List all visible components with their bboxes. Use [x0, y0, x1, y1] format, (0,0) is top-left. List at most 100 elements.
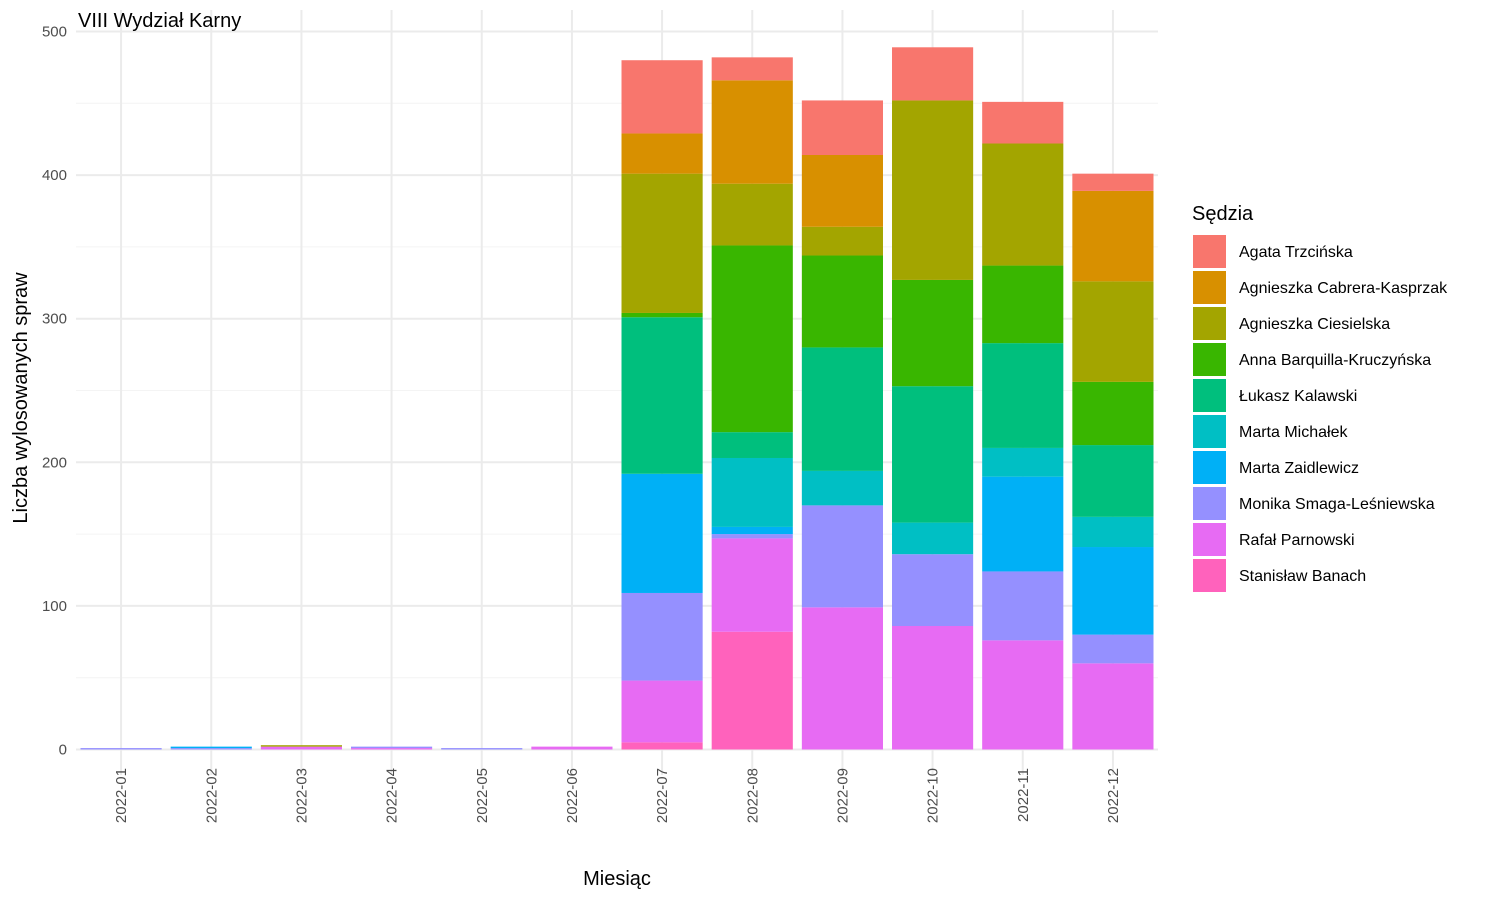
y-tick-label: 200 [42, 454, 67, 471]
x-tick-label: 2022-09 [834, 768, 851, 823]
legend-label: Rafał Parnowski [1239, 532, 1355, 549]
bar-segment [80, 748, 162, 750]
bar-segment [982, 265, 1064, 344]
bar-segment [621, 60, 703, 134]
legend-swatch [1193, 487, 1226, 520]
bar-segment [711, 526, 793, 535]
bar-segment [621, 473, 703, 593]
bar-segment [892, 100, 974, 280]
bar-segment [982, 640, 1064, 750]
y-tick-label: 300 [42, 311, 67, 328]
bar-segment [892, 554, 974, 627]
bar-segment [531, 746, 613, 750]
bars [80, 47, 1154, 750]
legend-swatch [1193, 415, 1226, 448]
bar-segment [260, 745, 342, 747]
bar-segment [170, 748, 252, 750]
bar-segment [711, 57, 793, 81]
legend-item: Marta Michałek [1193, 415, 1348, 448]
bar-segment [351, 746, 433, 749]
x-tick-label: 2022-06 [564, 768, 581, 823]
bar-segment [982, 101, 1064, 144]
y-tick-label: 100 [42, 598, 67, 615]
legend-item: Łukasz Kalawski [1193, 379, 1357, 412]
bar-segment [982, 571, 1064, 641]
bar-segment [892, 522, 974, 555]
legend-swatch [1193, 523, 1226, 556]
bar-segment [621, 173, 703, 313]
bar-segment [260, 746, 342, 750]
legend-item: Marta Zaidlewicz [1193, 451, 1359, 484]
bar-segment [351, 748, 433, 750]
bar-segment [711, 80, 793, 184]
bar-segment [1072, 634, 1154, 664]
bar-segment [1072, 173, 1154, 191]
y-axis-ticks: 0 100 200 300 400 500 [42, 24, 67, 759]
legend-title: Sędzia [1192, 203, 1254, 225]
bar-segment [1072, 381, 1154, 446]
bar-segment [1072, 547, 1154, 635]
bar-segment [621, 592, 703, 681]
bar-segment [892, 47, 974, 101]
y-axis-title: Liczba wylosowanych spraw [10, 272, 32, 524]
legend-label: Stanisław Banach [1239, 568, 1366, 585]
x-tick-label: 2022-10 [925, 768, 942, 823]
bar-segment [801, 607, 883, 750]
bar-segment [982, 476, 1064, 572]
legend-swatch [1193, 307, 1226, 340]
legend-swatch [1193, 559, 1226, 592]
legend-item: Agnieszka Ciesielska [1193, 307, 1390, 340]
bar-segment [170, 746, 252, 749]
bar-segment [711, 534, 793, 539]
legend-label: Agnieszka Cabrera-Kasprzak [1239, 280, 1448, 297]
bar-segment [711, 245, 793, 433]
bar-segment [711, 183, 793, 246]
legend-label: Agnieszka Ciesielska [1239, 316, 1390, 333]
x-tick-label: 2022-12 [1105, 768, 1122, 823]
bar-segment [801, 154, 883, 227]
bar-segment [621, 680, 703, 743]
x-tick-label: 2022-11 [1015, 768, 1032, 822]
bar-segment [1072, 281, 1154, 382]
bar-segment [621, 133, 703, 174]
y-tick-label: 500 [42, 24, 67, 41]
bar-segment [441, 748, 523, 750]
legend-swatch [1193, 343, 1226, 376]
bar-segment [1072, 190, 1154, 282]
legend-items: Agata Trzcińska Agnieszka Cabrera-Kasprza… [1193, 235, 1448, 592]
legend-label: Anna Barquilla-Kruczyńska [1239, 352, 1431, 369]
bar-segment [621, 312, 703, 318]
x-tick-label: 2022-04 [384, 768, 401, 823]
y-tick-label: 0 [59, 742, 67, 759]
y-tick-label: 400 [42, 167, 67, 184]
legend-item: Anna Barquilla-Kruczyńska [1193, 343, 1431, 376]
bar-segment [982, 143, 1064, 266]
bar-segment [801, 100, 883, 155]
x-tick-label: 2022-07 [654, 768, 671, 823]
bar-segment [621, 742, 703, 750]
bar-segment [711, 432, 793, 458]
legend-swatch [1193, 271, 1226, 304]
chart-title: VIII Wydział Karny [78, 10, 241, 32]
bar-segment [892, 626, 974, 750]
legend-label: Marta Michałek [1239, 424, 1348, 441]
bar-segment [982, 447, 1064, 477]
bar-segment [621, 317, 703, 474]
bar-segment [711, 457, 793, 527]
legend: Sędzia Agata Trzcińska Agnieszka Cabrera-… [1192, 203, 1448, 592]
legend-swatch [1193, 235, 1226, 268]
legend-swatch [1193, 379, 1226, 412]
x-tick-label: 2022-05 [474, 768, 491, 823]
legend-label: Łukasz Kalawski [1239, 388, 1357, 405]
legend-label: Agata Trzcińska [1239, 244, 1353, 261]
bar-segment [1072, 663, 1154, 750]
bar-segment [801, 255, 883, 348]
bar-segment [892, 279, 974, 387]
bar-segment [801, 470, 883, 506]
bar-segment [801, 226, 883, 256]
legend-item: Rafał Parnowski [1193, 523, 1355, 556]
bar-segment [711, 631, 793, 750]
legend-item: Agata Trzcińska [1193, 235, 1353, 268]
x-tick-label: 2022-01 [113, 768, 130, 823]
